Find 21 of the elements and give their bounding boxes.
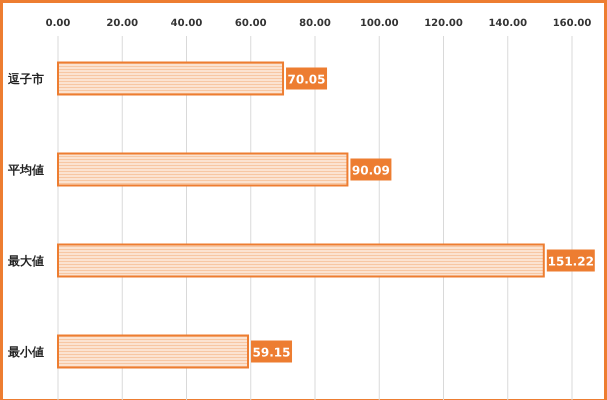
bar <box>57 62 284 96</box>
bar <box>57 334 250 368</box>
x-tick-label: 100.00 <box>360 18 399 29</box>
x-tick-label: 20.00 <box>106 18 138 29</box>
x-tick-label: 160.00 <box>552 18 592 29</box>
x-tick-label: 80.00 <box>299 18 331 29</box>
data-label: 70.05 <box>288 72 326 86</box>
y-tick-label: 逗子市 <box>7 72 44 86</box>
x-tick-label: 60.00 <box>234 18 267 29</box>
bar <box>57 244 545 278</box>
y-tick-label: 最大値 <box>7 254 44 268</box>
y-tick-label: 平均値 <box>7 163 44 177</box>
data-label: 59.15 <box>252 346 291 360</box>
data-label: 90.09 <box>352 164 390 178</box>
data-label: 151.22 <box>548 254 594 268</box>
x-tick-label: 40.00 <box>170 18 202 29</box>
x-tick-label: 140.00 <box>488 18 528 29</box>
y-tick-label: 最小値 <box>7 345 44 359</box>
x-tick-label: 0.00 <box>46 18 70 29</box>
bar <box>57 152 348 186</box>
x-tick-label: 120.00 <box>424 18 463 29</box>
